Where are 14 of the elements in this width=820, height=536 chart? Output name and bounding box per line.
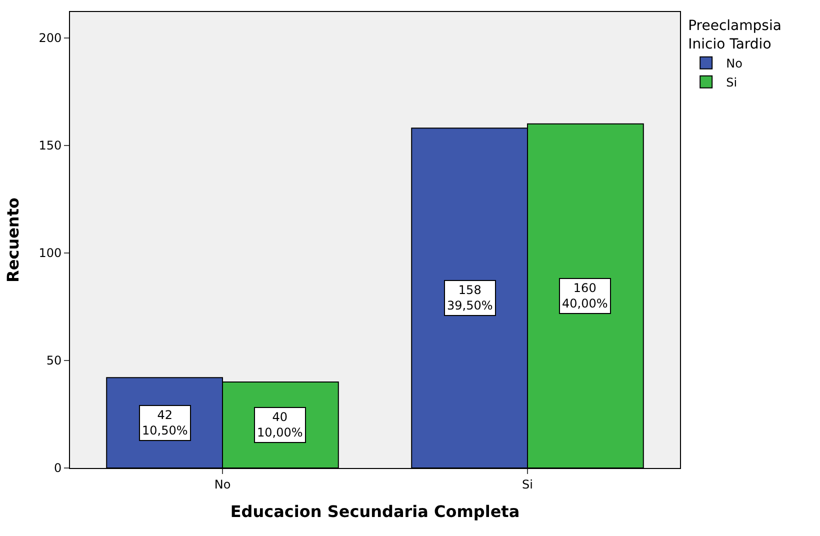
data-label: 40 10,00% bbox=[257, 410, 303, 440]
data-label: 158 39,50% bbox=[447, 283, 493, 313]
data-label: 42 10,50% bbox=[142, 408, 188, 438]
y-tick-label: 100 bbox=[38, 246, 62, 260]
data-label: 160 40,00% bbox=[562, 281, 608, 311]
y-tick-label: 0 bbox=[54, 461, 62, 476]
y-tick-label: 50 bbox=[46, 354, 62, 368]
y-axis-title: Recuento bbox=[4, 198, 23, 282]
legend-label: No bbox=[726, 56, 742, 71]
y-tick-label: 150 bbox=[38, 138, 62, 153]
y-tick-label: 200 bbox=[38, 31, 62, 46]
legend-label: Si bbox=[726, 76, 738, 90]
x-axis-title: Educacion Secundaria Completa bbox=[230, 502, 520, 522]
legend-title: Preeclampsia Inicio Tardio bbox=[688, 18, 782, 52]
